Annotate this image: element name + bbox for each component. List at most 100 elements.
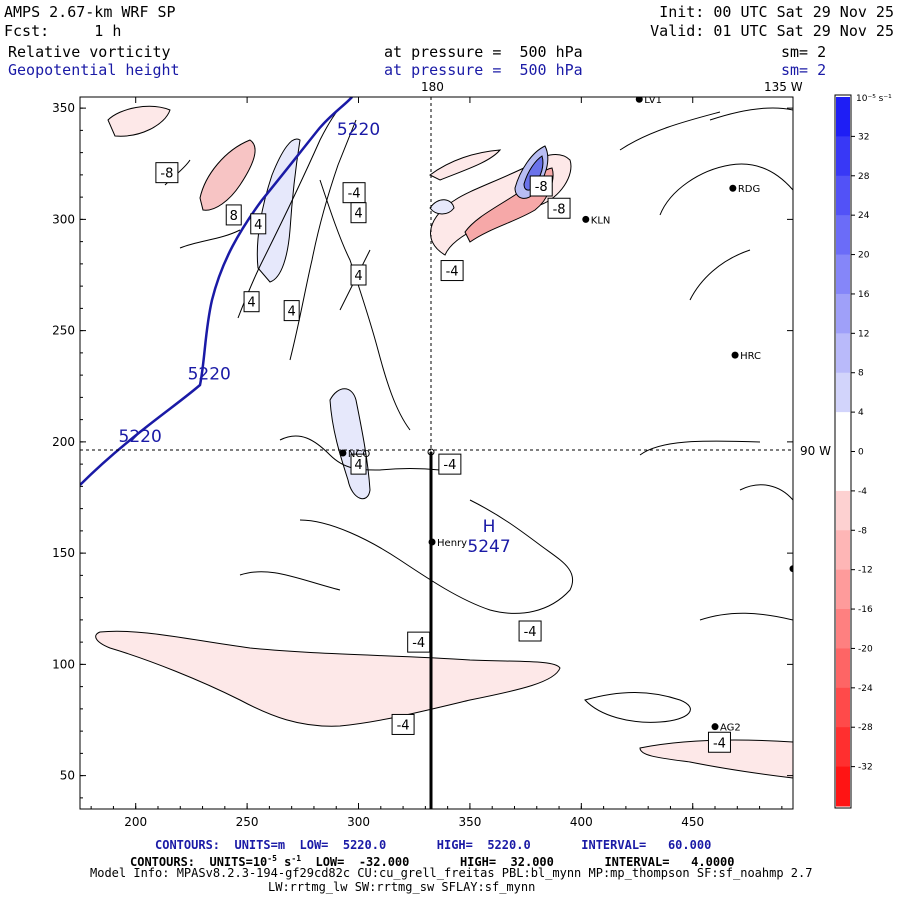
colorbar-segment	[836, 727, 850, 768]
colorbar-tick-label: 12	[858, 329, 869, 339]
field1-level: at pressure = 500 hPa	[384, 43, 583, 61]
footer-model-info: Model Info: MPASv8.2.3-194-gf29cd82c CU:…	[90, 866, 813, 880]
vort-label-box	[518, 620, 542, 642]
vort-label: -8	[535, 180, 548, 195]
field1-name: Relative vorticity	[8, 43, 171, 61]
colorbar-segment	[836, 215, 850, 256]
colorbar-tick-label: -28	[858, 723, 873, 733]
vort-label: -4	[446, 265, 459, 280]
vort-label-box	[440, 260, 464, 282]
colorbar-tick-label: -24	[858, 684, 873, 694]
station-dot	[428, 538, 436, 546]
vort-label-box	[350, 202, 367, 224]
y-tick-label: 150	[52, 546, 75, 560]
colorbar-segment	[836, 372, 850, 413]
colorbar-segment	[836, 254, 850, 295]
footer-vort-sup2: -1	[291, 854, 302, 863]
station-dot	[711, 723, 719, 731]
vort-label-box	[391, 713, 415, 735]
vort-contour-lines	[164, 107, 793, 723]
footer-physics: LW:rrtmg_lw SW:rrtmg_sw SFLAY:sf_mynn	[268, 880, 536, 894]
footer-vort-sup1: -5	[267, 854, 277, 863]
station-dot	[582, 215, 590, 223]
y-tick-label: 100	[52, 657, 75, 671]
colorbar-segment	[836, 530, 850, 571]
vort-label: 4	[247, 296, 255, 311]
neg-vort-band-south	[95, 630, 561, 727]
colorbar-segment	[836, 490, 850, 531]
field2-name: Geopotential height	[8, 61, 180, 79]
station-label: LV1	[644, 95, 662, 106]
vort-label: 4	[354, 458, 362, 473]
colorbar-tick-label: 0	[858, 448, 864, 458]
lon-label-90w: 90 W	[800, 444, 831, 458]
vort-label-box	[350, 453, 367, 475]
colorbar-tick-label: -4	[858, 487, 867, 497]
vort-label: 4	[354, 269, 362, 284]
colorbar-tick-label: 28	[858, 172, 870, 182]
colorbar-tick-label: 24	[858, 211, 870, 221]
forecast-hour: Fcst: 1 h	[4, 22, 122, 40]
station-dot	[339, 449, 347, 457]
x-tick-label: 400	[570, 815, 593, 829]
footer-vort-contours: CONTOURS: UNITS=10-5 s-1 LOW= -32.000 HI…	[130, 852, 735, 869]
colorbar-segment	[836, 648, 850, 689]
vort-label: 4	[288, 305, 296, 320]
colorbar-segment	[836, 333, 850, 374]
field1-smoothing: sm= 2	[781, 43, 827, 61]
vort-label-box	[243, 291, 260, 313]
pos-vort-east-small	[429, 199, 455, 215]
neg-vort-northwest	[199, 139, 256, 211]
y-tick-label: 250	[52, 324, 75, 338]
footer-vort-prefix: CONTOURS: UNITS=10	[130, 855, 268, 869]
colorbar-tick-label: -12	[858, 566, 873, 576]
vort-label-box	[547, 197, 571, 219]
y-tick-label: 350	[52, 101, 75, 115]
station-label: Henry	[437, 538, 467, 549]
vort-label-box	[407, 631, 431, 653]
station-label: HRC	[740, 351, 761, 362]
colorbar-segment	[836, 766, 850, 807]
vort-label-box	[350, 264, 367, 286]
pos-vort-north	[256, 138, 301, 283]
station-dot	[635, 97, 643, 103]
init-time: Init: 00 UTC Sat 29 Nov 25	[659, 3, 894, 21]
colorbar-tick-label: 20	[858, 251, 870, 261]
colorbar-segment	[836, 412, 850, 452]
colorbar-segment	[836, 687, 850, 728]
footer-height-contours: CONTOURS: UNITS=m LOW= 5220.0 HIGH= 5220…	[155, 838, 712, 852]
station-label: AG2	[720, 723, 741, 734]
colorbar-tick-label: 8	[858, 369, 864, 379]
vort-label: -4	[443, 458, 456, 473]
colorbar-segment	[836, 175, 850, 216]
vort-label: 4	[354, 207, 362, 222]
vort-label: -4	[524, 625, 537, 640]
colorbar-tick-label: -8	[858, 526, 867, 536]
vort-label: 4	[254, 218, 262, 233]
colorbar-tick-label: 32	[858, 132, 869, 142]
neg-vort-east-streak	[429, 149, 502, 181]
footer-vort-suffix: LOW= -32.000 HIGH= 32.000 INTERVAL= 4.00…	[301, 855, 735, 869]
colorbar: 10⁻⁵ s⁻¹ 32 28 24 20 16 12 8 4 0 -4 -8 -12 -16 -20 -24…	[834, 94, 892, 809]
height-label: 5220	[119, 427, 162, 447]
pos-vort-east-core-inner	[523, 155, 544, 191]
vort-label-box	[250, 213, 267, 235]
vort-label-box	[155, 162, 179, 184]
colorbar-tick-label: 4	[858, 408, 864, 418]
station-markers: NCO Henry KLN RDG HRC AG2 LV1	[339, 95, 793, 734]
colorbar-unit: 10⁻⁵ s⁻¹	[856, 94, 892, 104]
field2-level: at pressure = 500 hPa	[384, 61, 583, 79]
high-marker-letter: H	[483, 517, 496, 537]
x-tick-label: 200	[124, 815, 147, 829]
station-dot	[789, 565, 793, 573]
colorbar-segment	[836, 609, 850, 649]
vort-label-box	[225, 204, 242, 226]
vort-label: -8	[160, 167, 173, 182]
valid-time: Valid: 01 UTC Sat 29 Nov 25	[650, 22, 894, 40]
vort-label: -4	[412, 636, 425, 651]
plot-frame	[79, 96, 794, 810]
station-dot	[731, 351, 739, 359]
y-tick-label: 300	[52, 212, 75, 226]
